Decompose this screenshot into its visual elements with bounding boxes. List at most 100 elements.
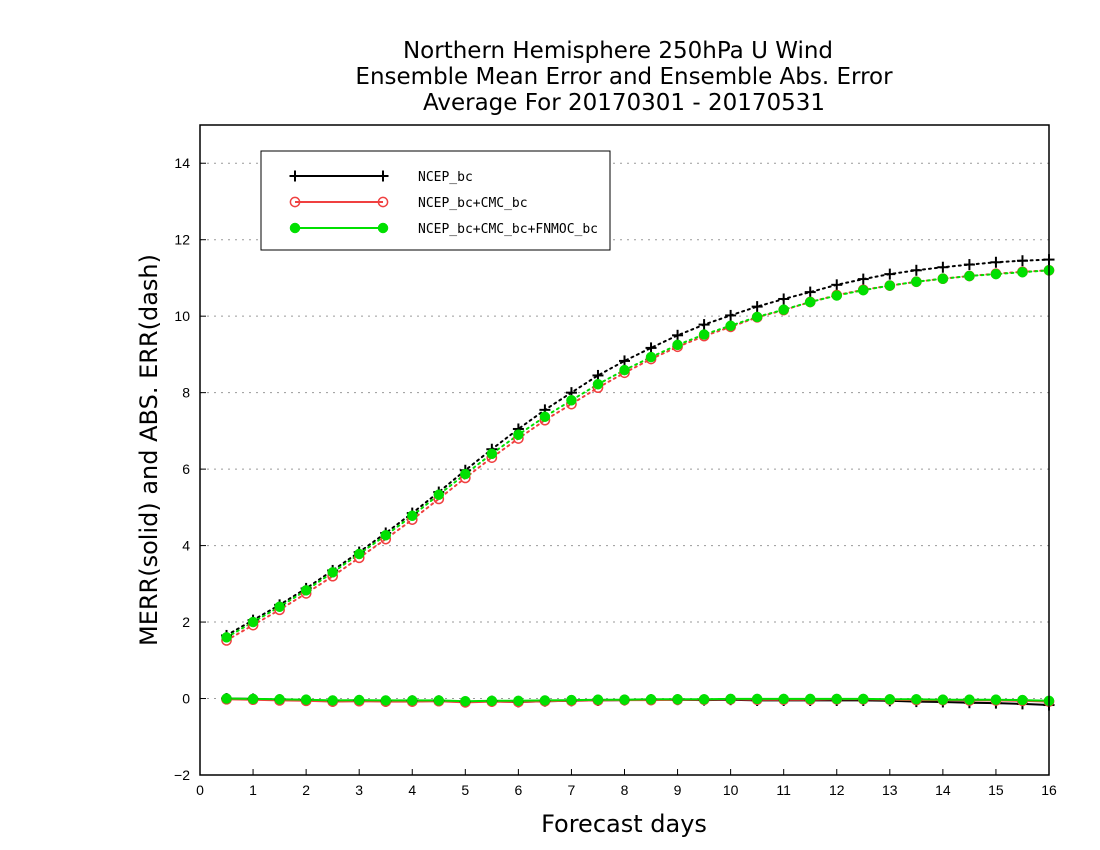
point-abs-ncep-bc-cmc-bc-fnmoc-bc-30 <box>1017 266 1028 278</box>
point-abs-ncep-bc-cmc-bc-fnmoc-bc-2 <box>274 601 285 613</box>
y-axis: −2 0 2 4 6 8 10 12 14 <box>174 155 206 783</box>
x-tick-label-8: 8 <box>621 782 629 798</box>
point-abs-ncep-bc-cmc-bc-fnmoc-bc-23 <box>831 290 842 301</box>
point-mean-ncep-bc-cmc-bc-fnmoc-bc-11 <box>513 695 524 707</box>
x-tick-label-1: 1 <box>249 782 257 798</box>
x-tick-label-7: 7 <box>568 782 576 798</box>
y-tick-label-4: 4 <box>182 538 190 554</box>
point-mean-ncep-bc-cmc-bc-fnmoc-bc-4 <box>327 695 338 706</box>
y-tick-label-0: 0 <box>182 691 190 707</box>
point-mean-ncep-bc-cmc-bc-fnmoc-bc-0 <box>221 693 232 704</box>
point-abs-ncep-bc-cmc-bc-fnmoc-bc-9 <box>460 468 471 480</box>
y-axis-label: MERR(solid) and ABS. ERR(dash) <box>135 254 163 646</box>
series-line-abs-ncep-bc <box>225 258 1050 637</box>
point-mean-ncep-bc-cmc-bc-fnmoc-bc-17 <box>672 694 683 705</box>
point-mean-ncep-bc-cmc-bc-fnmoc-bc-16 <box>645 694 657 705</box>
point-mean-ncep-bc-cmc-bc-fnmoc-bc-19 <box>725 693 736 705</box>
point-abs-ncep-bc-cmc-bc-fnmoc-bc-26 <box>911 276 922 288</box>
point-abs-ncep-bc-27 <box>937 261 949 273</box>
point-mean-ncep-bc-cmc-bc-fnmoc-bc-13 <box>566 694 577 706</box>
x-tick-label-12: 12 <box>829 782 845 798</box>
point-abs-ncep-bc-22 <box>804 286 816 298</box>
point-abs-ncep-bc-17 <box>672 329 684 341</box>
point-abs-ncep-bc-25 <box>884 268 896 280</box>
point-abs-ncep-bc-cmc-bc-fnmoc-bc-19 <box>725 320 736 331</box>
legend-marker-end-ncep-bc <box>377 170 389 182</box>
chart-title: Northern Hemisphere 250hPa U Wind Ensemb… <box>355 38 893 116</box>
y-tick-label-6: 6 <box>182 461 190 477</box>
point-abs-ncep-bc-cmc-bc-fnmoc-bc-21 <box>778 304 789 315</box>
point-mean-ncep-bc-cmc-bc-fnmoc-bc-1 <box>247 693 259 705</box>
point-abs-ncep-bc-16 <box>645 342 657 354</box>
x-tick-label-13: 13 <box>882 782 898 798</box>
point-abs-ncep-bc-26 <box>910 264 922 276</box>
series-line-abs-ncep-bc-cmc-bc <box>225 269 1050 642</box>
point-mean-ncep-bc-cmc-bc-fnmoc-bc-20 <box>751 693 763 705</box>
point-abs-ncep-bc-cmc-bc-fnmoc-bc-14 <box>592 378 604 390</box>
point-mean-ncep-bc-cmc-bc-fnmoc-bc-28 <box>964 694 975 705</box>
point-mean-ncep-bc-cmc-bc-fnmoc-bc-8 <box>433 695 445 706</box>
x-tick-label-10: 10 <box>723 782 739 798</box>
point-mean-ncep-bc-cmc-bc-fnmoc-bc-9 <box>460 695 471 707</box>
y-tick-label-12: 12 <box>174 232 190 248</box>
point-abs-ncep-bc-cmc-bc-fnmoc-bc-27 <box>937 273 949 284</box>
point-mean-ncep-bc-cmc-bc-fnmoc-bc-29 <box>990 694 1002 705</box>
point-abs-ncep-bc-cmc-bc-fnmoc-bc-17 <box>672 339 683 351</box>
point-abs-ncep-bc-24 <box>857 273 869 285</box>
legend-label-ncep-bc: NCEP_bc <box>418 170 473 185</box>
legend-label-ncep-bc-cmc-bc-fnmoc-bc: NCEP_bc+CMC_bc+FNMOC_bc <box>418 222 598 237</box>
x-tick-label-4: 4 <box>408 782 416 798</box>
point-mean-ncep-bc-cmc-bc-fnmoc-bc-27 <box>937 694 949 705</box>
point-abs-ncep-bc-18 <box>698 319 710 331</box>
point-abs-ncep-bc-21 <box>778 293 790 305</box>
point-mean-ncep-bc-cmc-bc-fnmoc-bc-21 <box>778 693 789 705</box>
point-mean-ncep-bc-cmc-bc-fnmoc-bc-22 <box>804 693 816 705</box>
point-mean-ncep-bc-cmc-bc-fnmoc-bc-10 <box>486 695 498 707</box>
point-mean-ncep-bc-cmc-bc-fnmoc-bc-26 <box>911 694 922 705</box>
y-tick-label-14: 14 <box>174 155 190 171</box>
point-abs-ncep-bc-30 <box>1016 255 1028 267</box>
point-abs-ncep-bc-cmc-bc-fnmoc-bc-25 <box>884 280 896 291</box>
point-abs-ncep-bc-15 <box>619 355 630 367</box>
x-tick-label-2: 2 <box>302 782 310 798</box>
point-mean-ncep-bc-cmc-bc-fnmoc-bc-18 <box>698 694 710 705</box>
point-mean-ncep-bc-cmc-bc-fnmoc-bc-12 <box>539 695 551 706</box>
point-abs-ncep-bc-cmc-bc-fnmoc-bc-4 <box>327 567 338 578</box>
point-abs-ncep-bc-cmc-bc-fnmoc-bc-6 <box>380 530 391 541</box>
y-tick-label-10: 10 <box>174 308 190 324</box>
point-mean-ncep-bc-cmc-bc-fnmoc-bc-24 <box>858 693 869 705</box>
legend-marker-end-ncep-bc-cmc-bc-fnmoc-bc <box>377 222 389 234</box>
y-tick-label-8: 8 <box>182 385 190 401</box>
point-mean-ncep-bc-cmc-bc-fnmoc-bc-14 <box>592 694 604 705</box>
grid-lines <box>200 162 1049 776</box>
x-tick-label-14: 14 <box>935 782 951 798</box>
y-tick-label-2: 2 <box>182 614 190 630</box>
legend-marker-start-ncep-bc <box>289 170 301 182</box>
x-axis: 0 1 2 3 4 5 6 7 8 9 10 11 12 13 14 15 16 <box>196 769 1057 798</box>
x-tick-label-3: 3 <box>355 782 363 798</box>
legend-marker-start-ncep-bc-cmc-bc <box>289 196 301 208</box>
point-abs-ncep-bc-cmc-bc-fnmoc-bc-3 <box>300 585 312 596</box>
point-abs-ncep-bc-cmc-bc-fnmoc-bc-10 <box>486 448 498 460</box>
x-tick-label-15: 15 <box>988 782 1004 798</box>
point-mean-ncep-bc-cmc-bc-fnmoc-bc-6 <box>380 695 391 706</box>
point-abs-ncep-bc-cmc-bc-fnmoc-bc-15 <box>619 364 630 376</box>
x-axis-label: Forecast days <box>541 810 707 838</box>
point-abs-ncep-bc-cmc-bc-fnmoc-bc-12 <box>539 411 551 422</box>
point-abs-ncep-bc-29 <box>990 256 1002 268</box>
point-mean-ncep-bc-cmc-bc-fnmoc-bc-7 <box>407 695 418 706</box>
point-abs-ncep-bc-cmc-bc-fnmoc-bc-18 <box>698 329 710 340</box>
x-tick-label-16: 16 <box>1041 782 1057 798</box>
point-abs-ncep-bc-cmc-bc-fnmoc-bc-11 <box>513 429 524 440</box>
point-abs-ncep-bc-28 <box>963 259 975 271</box>
point-mean-ncep-bc-cmc-bc-fnmoc-bc-3 <box>300 694 312 705</box>
chart-title-line-3: Average For 20170301 - 20170531 <box>423 90 825 116</box>
series-line-abs-ncep-bc-cmc-bc-fnmoc-bc <box>225 269 1050 639</box>
point-abs-ncep-bc-cmc-bc-fnmoc-bc-24 <box>858 284 869 296</box>
point-abs-ncep-bc-20 <box>751 301 763 313</box>
point-abs-ncep-bc-cmc-bc-fnmoc-bc-16 <box>645 351 657 363</box>
data-markers <box>221 254 1055 711</box>
legend-label-ncep-bc-cmc-bc: NCEP_bc+CMC_bc <box>418 196 528 211</box>
point-abs-ncep-bc-19 <box>725 309 737 321</box>
